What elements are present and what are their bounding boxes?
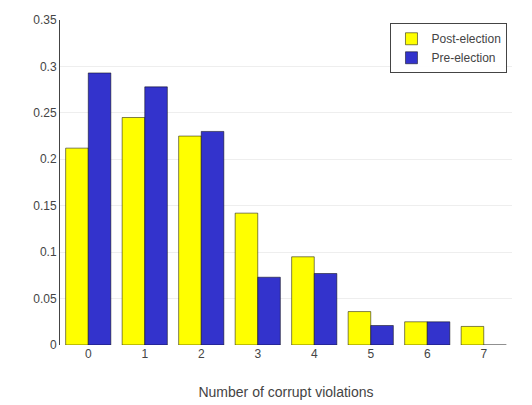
svg-text:0.15: 0.15 (33, 199, 57, 213)
svg-text:Post-election: Post-election (431, 32, 500, 46)
svg-text:0: 0 (85, 347, 92, 361)
svg-text:0.35: 0.35 (33, 13, 57, 27)
svg-text:Pre-election: Pre-election (431, 51, 495, 65)
svg-text:5: 5 (367, 347, 374, 361)
svg-text:6: 6 (424, 347, 431, 361)
svg-text:1: 1 (141, 347, 148, 361)
svg-text:0: 0 (50, 338, 57, 352)
svg-text:0.3: 0.3 (40, 60, 57, 74)
svg-text:0.1: 0.1 (40, 245, 57, 259)
svg-text:2: 2 (198, 347, 205, 361)
svg-text:3: 3 (254, 347, 261, 361)
svg-text:0.05: 0.05 (33, 292, 57, 306)
svg-text:0.25: 0.25 (33, 106, 57, 120)
svg-text:Number of corrupt violations: Number of corrupt violations (198, 384, 373, 400)
svg-text:0.2: 0.2 (40, 152, 57, 166)
svg-text:4: 4 (311, 347, 318, 361)
svg-text:7: 7 (480, 347, 487, 361)
